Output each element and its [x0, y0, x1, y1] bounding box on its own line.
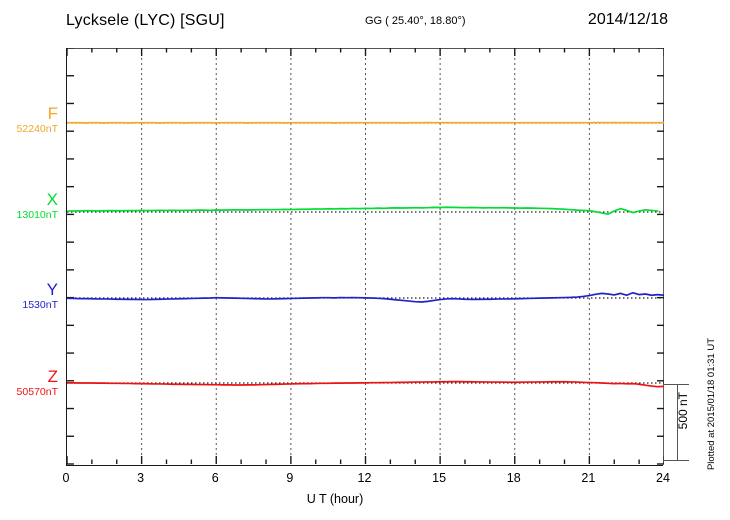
component-label-y: Y 1530nT [0, 281, 58, 312]
magnetogram-traces [67, 48, 664, 465]
scale-bar-line [677, 384, 679, 461]
x-tick-label-3: 3 [137, 471, 145, 485]
component-name-y: Y [46, 280, 58, 299]
component-name-f: F [47, 104, 58, 123]
geo-coordinates-text: GG ( 25.40°, 18.80°) [365, 15, 466, 27]
trace-z [67, 380, 664, 388]
x-tick-label-21: 21 [581, 471, 596, 485]
component-baseline-f: 52240nT [16, 123, 58, 135]
geographic-coordinates: GG ( 25.40°, 18.80°) [365, 15, 466, 27]
component-label-f: F 52240nT [0, 105, 58, 136]
x-tick-label-6: 6 [211, 471, 219, 485]
x-tick-label-15: 15 [432, 471, 447, 485]
scale-bar-top-cap [663, 384, 689, 386]
x-axis-title: U T (hour) [0, 492, 730, 506]
magnetogram-plot-area [66, 48, 664, 466]
component-label-x: X 13010nT [0, 191, 58, 222]
x-tick-label-9: 9 [286, 471, 294, 485]
component-baseline-x: 13010nT [16, 209, 58, 221]
component-baseline-z: 50570nT [16, 386, 58, 398]
component-baseline-y: 1530nT [22, 299, 58, 311]
scale-bar-bottom-cap [663, 460, 689, 462]
x-tick-label-18: 18 [506, 471, 521, 485]
scale-bar-label: 500 nT [676, 392, 690, 430]
component-name-z: Z [47, 367, 58, 386]
x-tick-label-24: 24 [656, 471, 670, 485]
x-tick-label-0: 0 [62, 471, 70, 485]
trace-x [67, 206, 659, 216]
x-axis-title-text: U T (hour) [306, 492, 364, 506]
page-title: Lycksele (LYC) [SGU] [66, 12, 225, 29]
plotted-timestamp: Plotted at 2015/01/18 01:31 UT [706, 338, 717, 471]
component-name-x: X [46, 190, 58, 209]
trace-y [67, 291, 664, 303]
x-tick-label-12: 12 [357, 471, 372, 485]
observation-date: 2014/12/18 [587, 11, 668, 28]
component-label-z: Z 50570nT [0, 368, 58, 399]
